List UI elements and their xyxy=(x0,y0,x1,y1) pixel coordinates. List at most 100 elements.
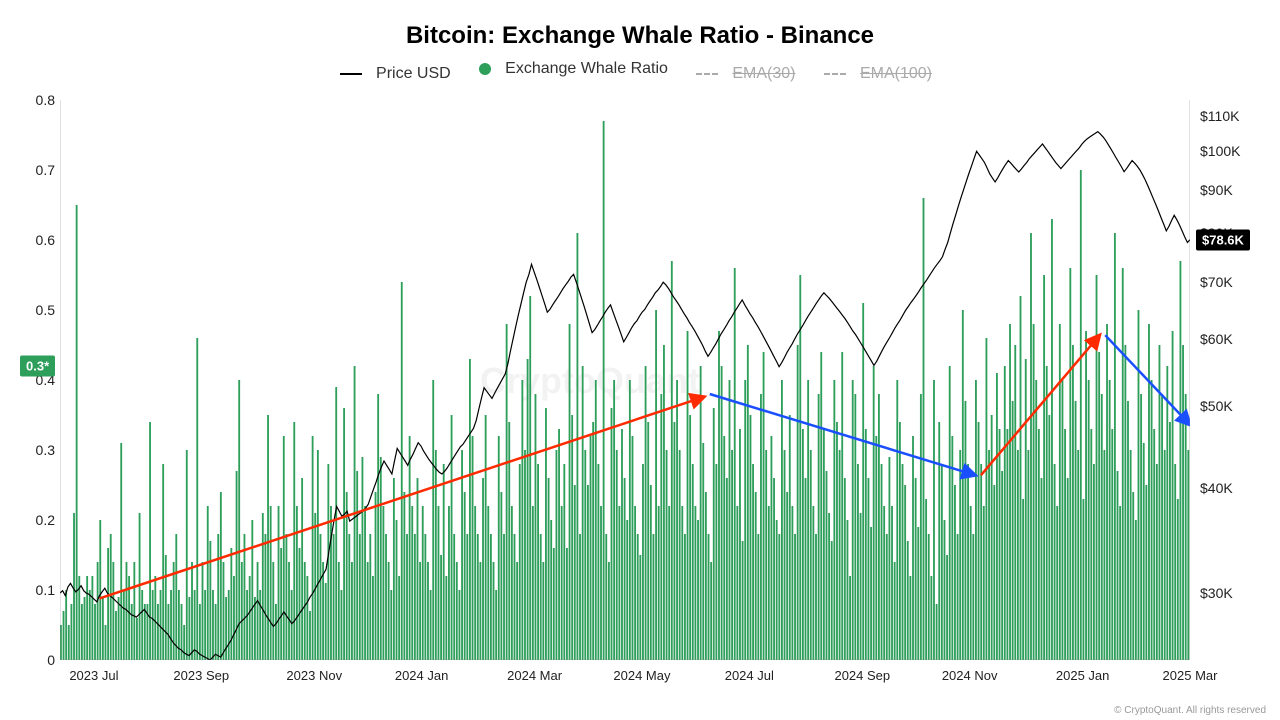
bar xyxy=(972,534,974,660)
bar xyxy=(514,534,516,660)
bar xyxy=(175,534,177,660)
bar xyxy=(1169,422,1171,660)
bar xyxy=(527,359,529,660)
bar xyxy=(451,415,453,660)
bar xyxy=(671,261,673,660)
bar xyxy=(65,590,67,660)
left-axis-badge: 0.3* xyxy=(20,356,55,377)
bar xyxy=(1083,499,1085,660)
bar xyxy=(729,380,731,660)
bar xyxy=(663,345,665,660)
bar xyxy=(244,534,246,660)
bar xyxy=(388,562,390,660)
bar xyxy=(805,478,807,660)
bar xyxy=(694,506,696,660)
bar xyxy=(448,506,450,660)
bar xyxy=(225,597,227,660)
bar xyxy=(123,590,125,660)
bar xyxy=(807,380,809,660)
legend-ratio[interactable]: Exchange Whale Ratio xyxy=(479,60,676,78)
bar xyxy=(390,590,392,660)
bar xyxy=(196,338,198,660)
bar xyxy=(477,534,479,660)
bar xyxy=(739,429,741,660)
bar xyxy=(165,555,167,660)
bar xyxy=(438,506,440,660)
bar xyxy=(810,450,812,660)
bar xyxy=(246,590,248,660)
bar xyxy=(689,415,691,660)
bar xyxy=(1017,450,1019,660)
legend-price[interactable]: Price USD xyxy=(340,65,459,83)
bar xyxy=(1001,471,1003,660)
bar xyxy=(1177,499,1179,660)
bar xyxy=(920,394,922,660)
y-left-tick: 0.6 xyxy=(15,232,55,248)
bar xyxy=(896,380,898,660)
bar xyxy=(736,506,738,660)
bar xyxy=(1124,345,1126,660)
bar xyxy=(582,366,584,660)
bar xyxy=(710,562,712,660)
bar xyxy=(301,478,303,660)
bar xyxy=(542,562,544,660)
x-tick: 2024 Jul xyxy=(725,668,774,683)
bar xyxy=(687,331,689,660)
line-icon xyxy=(340,73,362,75)
bar xyxy=(600,506,602,660)
bar xyxy=(1020,296,1022,660)
bar xyxy=(1096,275,1098,660)
legend-ema100[interactable]: EMA(100) xyxy=(824,65,940,83)
bar xyxy=(466,534,468,660)
trend-arrow xyxy=(981,335,1100,475)
bar xyxy=(930,576,932,660)
bar xyxy=(1059,324,1061,660)
bar xyxy=(459,590,461,660)
bar xyxy=(401,282,403,660)
bar xyxy=(1138,310,1140,660)
legend-ema30[interactable]: EMA(30) xyxy=(696,65,803,83)
bar xyxy=(794,534,796,660)
bar xyxy=(1048,415,1050,660)
bar xyxy=(831,541,833,660)
bar xyxy=(1130,450,1132,660)
bar xyxy=(563,464,565,660)
bar xyxy=(553,548,555,660)
bar xyxy=(1093,464,1095,660)
bar xyxy=(645,366,647,660)
bar xyxy=(949,366,951,660)
bar xyxy=(474,506,476,660)
bar xyxy=(603,121,605,660)
bar xyxy=(427,562,429,660)
bar xyxy=(1080,170,1082,660)
bar xyxy=(726,478,728,660)
bar xyxy=(1122,268,1124,660)
y-left-tick: 0.7 xyxy=(15,162,55,178)
bar xyxy=(259,590,261,660)
bar xyxy=(1035,380,1037,660)
bar xyxy=(1153,429,1155,660)
bar xyxy=(841,352,843,660)
y-left-tick: 0.5 xyxy=(15,302,55,318)
bar xyxy=(1075,401,1077,660)
x-tick: 2024 Sep xyxy=(834,668,890,683)
bar xyxy=(398,576,400,660)
bar xyxy=(411,506,413,660)
bar xyxy=(1067,478,1069,660)
bar xyxy=(1009,324,1011,660)
bar xyxy=(936,604,938,660)
bar xyxy=(815,534,817,660)
y-left-tick: 0 xyxy=(15,652,55,668)
bar xyxy=(1164,450,1166,660)
bar xyxy=(1109,380,1111,660)
bar xyxy=(380,457,382,660)
bar xyxy=(862,303,864,660)
bar xyxy=(443,464,445,660)
bar xyxy=(692,464,694,660)
bar xyxy=(406,534,408,660)
y-right-tick: $40K xyxy=(1200,480,1260,496)
bar xyxy=(613,380,615,660)
bar xyxy=(435,450,437,660)
bar xyxy=(718,331,720,660)
bar xyxy=(1004,366,1006,660)
